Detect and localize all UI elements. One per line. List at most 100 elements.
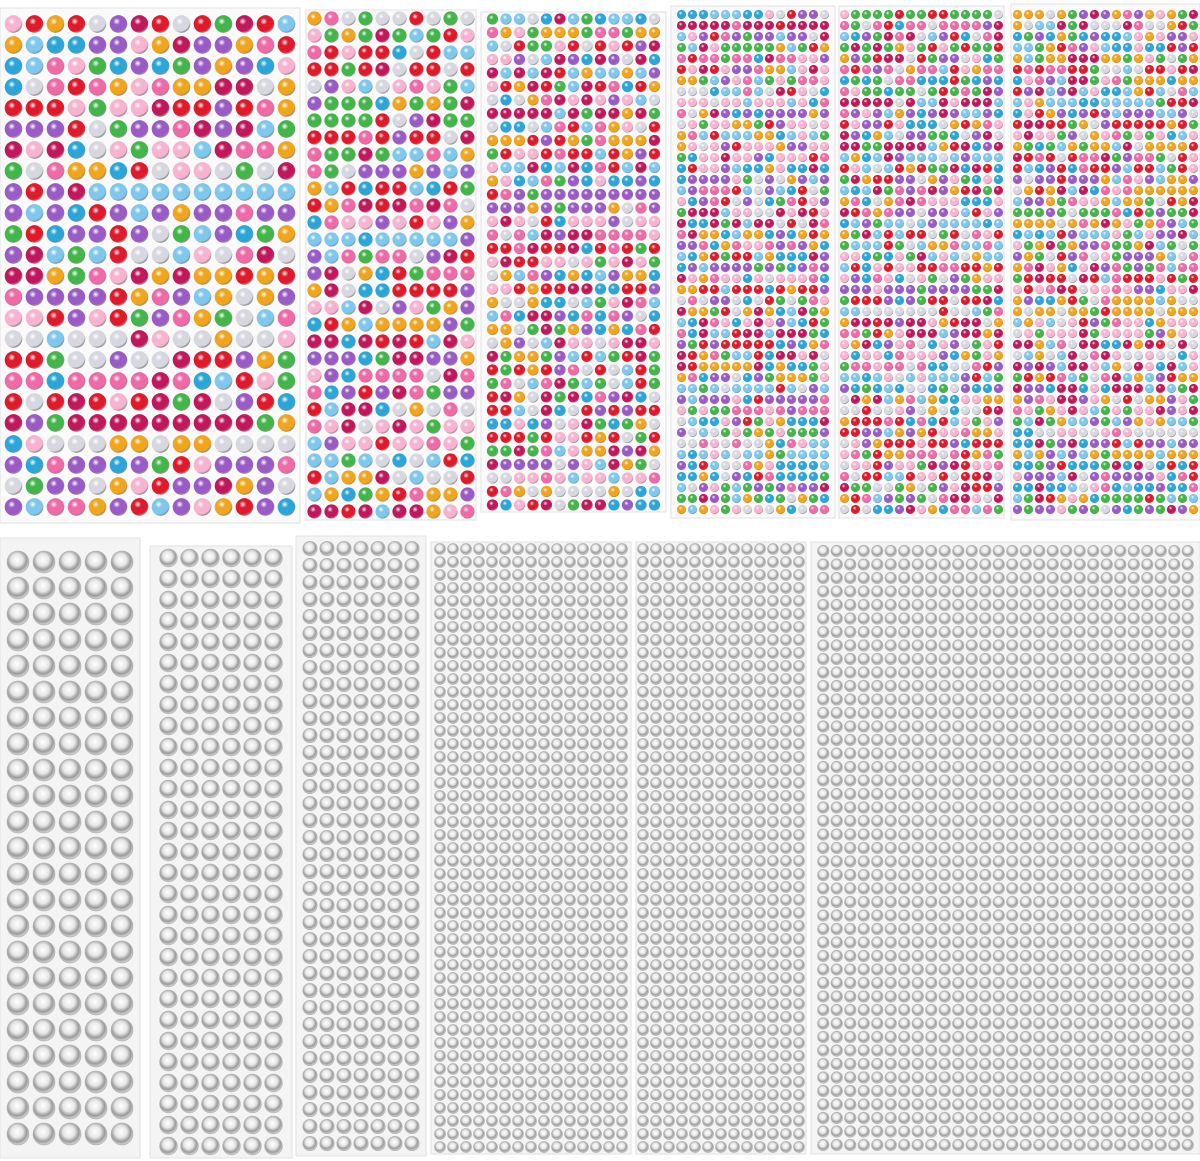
rhinestone xyxy=(676,251,687,262)
rhinestone xyxy=(180,695,199,715)
rhinestone xyxy=(780,556,792,568)
rhinestone xyxy=(960,284,971,295)
rhinestone xyxy=(676,725,688,737)
rhinestone xyxy=(67,78,86,96)
rhinestone xyxy=(554,445,566,457)
rhinestone xyxy=(513,283,526,295)
rhinestone xyxy=(1111,152,1122,163)
rhinestone xyxy=(728,699,740,711)
rhinestone xyxy=(753,372,764,383)
rhinestone xyxy=(486,418,499,430)
rhinestone xyxy=(742,31,753,42)
rhinestone xyxy=(905,152,916,163)
rhinestone xyxy=(1133,449,1144,460)
rhinestone xyxy=(850,229,861,240)
rhinestone xyxy=(551,907,563,919)
rhinestone xyxy=(676,556,688,568)
rhinestone xyxy=(88,351,107,369)
rhinestone xyxy=(109,435,128,453)
rhinestone xyxy=(971,42,982,53)
rhinestone xyxy=(698,9,709,20)
rhinestone xyxy=(264,1073,283,1093)
rhinestone xyxy=(742,273,753,284)
rhinestone xyxy=(370,574,386,591)
rhinestone xyxy=(486,107,499,120)
rhinestone xyxy=(883,251,894,262)
rhinestone xyxy=(392,504,407,519)
rhinestone xyxy=(551,1089,563,1101)
rhinestone xyxy=(324,232,339,247)
rhinestone xyxy=(392,232,407,247)
rhinestone xyxy=(949,42,960,53)
rhinestone xyxy=(608,377,620,390)
rhinestone xyxy=(214,267,233,285)
rhinestone xyxy=(25,288,44,306)
rhinestone xyxy=(540,364,553,376)
rhinestone xyxy=(819,295,830,306)
rhinestone xyxy=(499,829,511,841)
rhinestone xyxy=(709,64,720,75)
rhinestone xyxy=(775,152,786,163)
rhinestone xyxy=(702,1011,714,1023)
rhinestone xyxy=(780,764,792,776)
rhinestone xyxy=(786,185,797,196)
rhinestone xyxy=(434,946,446,958)
rhinestone xyxy=(564,764,576,776)
rhinestone xyxy=(235,120,254,138)
rhinestone xyxy=(324,504,339,519)
rhinestone xyxy=(375,487,390,502)
rhinestone xyxy=(193,288,212,306)
rhinestone xyxy=(927,9,938,20)
rhinestone xyxy=(594,26,607,39)
rhinestone xyxy=(473,1037,485,1049)
rhinestone xyxy=(434,998,446,1010)
rhinestone xyxy=(905,20,916,31)
rhinestone xyxy=(861,350,872,361)
rhinestone xyxy=(1122,240,1133,251)
rhinestone xyxy=(387,795,403,812)
rhinestone xyxy=(982,240,993,251)
rhinestone xyxy=(538,816,550,828)
rhinestone xyxy=(916,482,927,493)
rhinestone xyxy=(277,78,296,96)
rhinestone xyxy=(512,712,524,724)
rhinestone xyxy=(764,317,775,328)
rhinestone xyxy=(319,1118,335,1135)
rhinestone xyxy=(1045,119,1056,130)
rhinestone xyxy=(754,569,766,581)
rhinestone xyxy=(193,372,212,390)
rhinestone xyxy=(1067,174,1078,185)
rhinestone xyxy=(277,246,296,264)
rhinestone xyxy=(307,232,322,247)
rhinestone xyxy=(916,163,927,174)
rhinestone xyxy=(387,999,403,1016)
rhinestone xyxy=(861,42,872,53)
rhinestone xyxy=(109,78,128,96)
rhinestone xyxy=(1056,471,1067,482)
rhinestone xyxy=(1023,284,1034,295)
rhinestone xyxy=(883,482,894,493)
rhinestone xyxy=(409,334,424,349)
rhinestone xyxy=(709,504,720,515)
rhinestone xyxy=(1133,229,1144,240)
rhinestone xyxy=(775,229,786,240)
rhinestone xyxy=(993,152,1004,163)
rhinestone xyxy=(971,20,982,31)
rhinestone xyxy=(621,296,634,309)
rhinestone xyxy=(1144,97,1155,108)
rhinestone xyxy=(590,881,602,893)
rhinestone xyxy=(1089,119,1100,130)
rhinestone xyxy=(608,242,620,255)
rhinestone xyxy=(426,504,441,519)
rhinestone xyxy=(702,673,714,685)
rhinestone xyxy=(500,256,512,268)
rhinestone xyxy=(993,295,1004,306)
rhinestone xyxy=(916,240,927,251)
rhinestone xyxy=(883,130,894,141)
rhinestone xyxy=(473,1050,485,1062)
rhinestone xyxy=(264,716,283,736)
rhinestone xyxy=(819,284,830,295)
rhinestone xyxy=(637,816,649,828)
rhinestone xyxy=(1023,482,1034,493)
rhinestone xyxy=(319,540,335,557)
